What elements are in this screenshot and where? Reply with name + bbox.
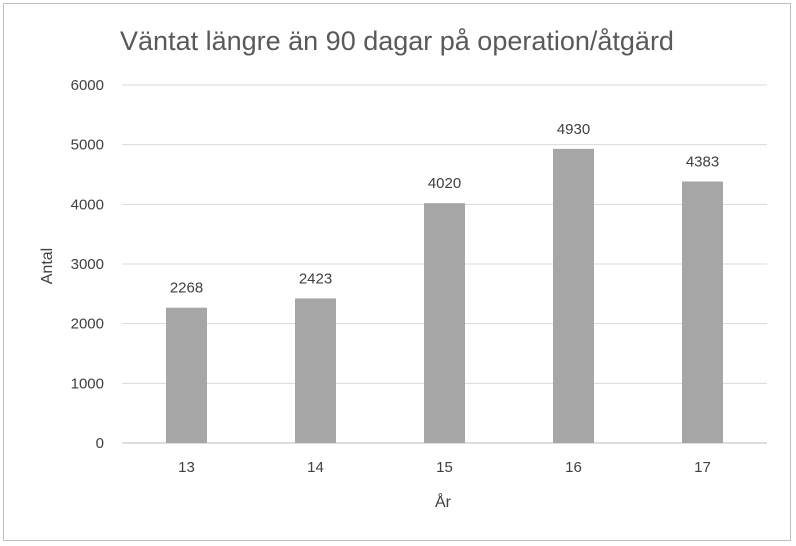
x-axis-label: År — [435, 492, 452, 511]
bar-15 — [424, 203, 465, 443]
bars — [166, 148, 723, 444]
chart-title: Väntat längre än 90 dagar på operation/å… — [120, 26, 674, 56]
x-tick-label: 13 — [178, 459, 195, 476]
x-tick-label: 14 — [307, 459, 324, 476]
y-tick-label: 3000 — [71, 256, 104, 273]
x-axis-ticks: 13 14 15 16 17 — [178, 459, 711, 476]
bar-14 — [295, 298, 336, 443]
data-label-15: 4020 — [428, 175, 461, 192]
y-tick-label: 4000 — [71, 196, 104, 213]
y-tick-label: 1000 — [71, 375, 104, 392]
x-tick-label: 15 — [436, 459, 453, 476]
data-label-13: 2268 — [170, 280, 203, 297]
data-labels: 2268 2423 4020 4930 4383 — [170, 121, 719, 297]
data-label-17: 4383 — [686, 153, 719, 170]
y-tick-label: 5000 — [71, 137, 104, 154]
y-axis-ticks: 0 1000 2000 3000 4000 5000 6000 — [71, 77, 104, 452]
data-label-16: 4930 — [557, 121, 590, 138]
y-axis-label: Antal — [39, 248, 56, 284]
y-tick-label: 6000 — [71, 77, 104, 94]
y-tick-label: 0 — [96, 435, 104, 452]
chart-frame — [3, 3, 791, 541]
y-tick-label: 2000 — [71, 316, 104, 333]
bar-16 — [553, 148, 594, 444]
data-label-14: 2423 — [299, 270, 332, 287]
bar-17 — [682, 181, 723, 443]
bar-13 — [166, 307, 207, 443]
x-tick-label: 16 — [565, 459, 582, 476]
x-tick-label: 17 — [694, 459, 711, 476]
